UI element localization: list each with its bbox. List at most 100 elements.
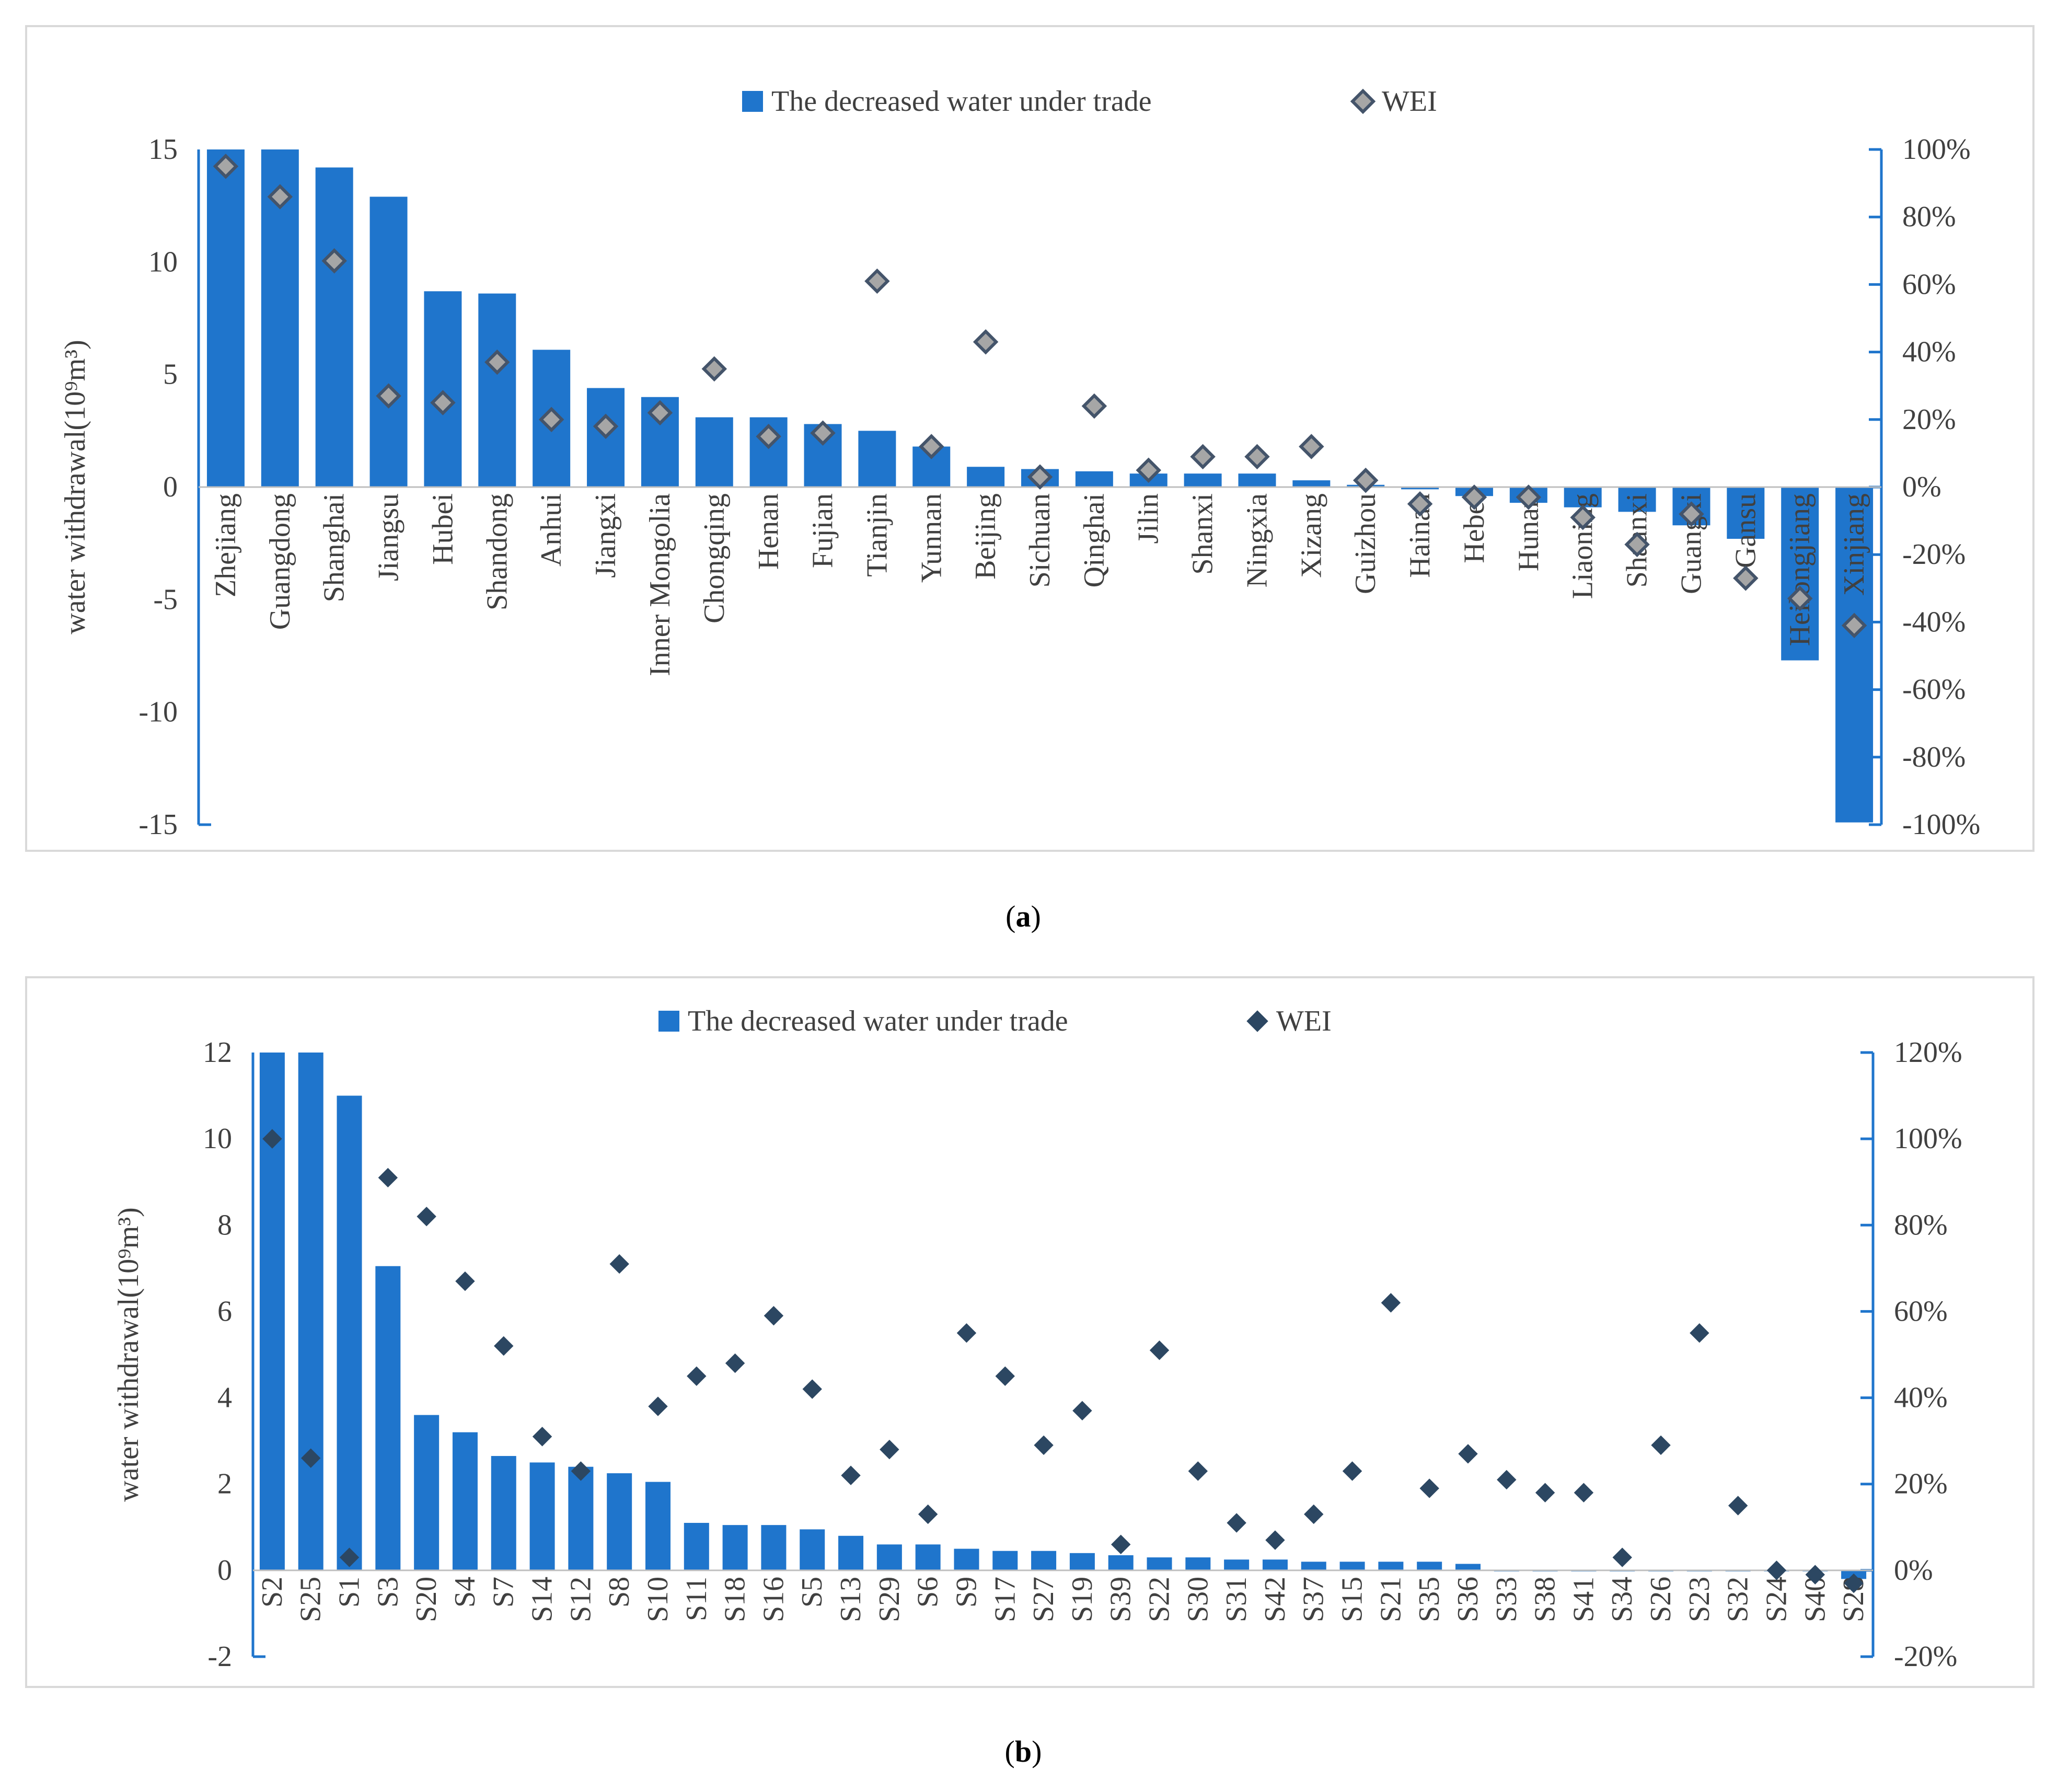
bar-s39 [1108, 1555, 1134, 1570]
bar-s3 [375, 1266, 401, 1570]
caption-a-letter: a [1015, 899, 1031, 933]
category-label: S29 [873, 1577, 906, 1622]
wei-marker-s33 [1497, 1470, 1517, 1490]
wei-marker-guangdong [267, 184, 293, 210]
category-label: Heilongjiang [1784, 493, 1816, 646]
y-tick-label: 10 [203, 1123, 232, 1155]
wei-marker-jiangsu [376, 383, 401, 409]
category-label: Shanxi [1187, 493, 1219, 575]
wei-marker-s5 [802, 1379, 822, 1399]
y2-tick-label: 40% [1894, 1382, 1948, 1414]
y2-tick-label: 0% [1902, 471, 1941, 503]
wei-marker-s40 [1805, 1565, 1825, 1585]
category-label: Xinjiang [1838, 493, 1870, 596]
wei-marker-hainan [1407, 491, 1433, 517]
wei-marker-inner-mongolia [647, 400, 673, 426]
bar-s42 [1262, 1559, 1288, 1570]
wei-marker-ningxia [1244, 444, 1270, 470]
wei-marker-s19 [1072, 1401, 1092, 1421]
bar-s5 [800, 1529, 825, 1570]
category-label: S6 [912, 1577, 944, 1608]
category-label: Shanghai [318, 493, 351, 602]
category-label: S13 [835, 1577, 867, 1622]
y-tick-label: 15 [148, 133, 178, 166]
bar-hubei [424, 291, 462, 487]
y2-tick-label: 20% [1902, 403, 1956, 436]
bar-s25 [298, 1053, 323, 1570]
wei-marker-shanxi [1190, 444, 1216, 470]
bar-s36 [1455, 1564, 1481, 1570]
bar-shandong [478, 293, 516, 487]
wei-marker-s25 [301, 1448, 321, 1468]
legend-wei-label: WEI [1382, 85, 1437, 118]
bar-s31 [1224, 1559, 1250, 1570]
wei-marker-s30 [1188, 1461, 1208, 1481]
wei-marker-zhejiang [213, 154, 239, 179]
wei-marker-s39 [1111, 1534, 1131, 1555]
y2-tick-label: 100% [1902, 133, 1971, 166]
bar-s22 [1147, 1557, 1172, 1570]
wei-marker-s31 [1227, 1513, 1246, 1533]
y-tick-label: 10 [148, 246, 178, 278]
wei-marker-qinghai [1081, 393, 1107, 419]
category-label: S10 [642, 1577, 674, 1622]
category-label: S19 [1066, 1577, 1099, 1622]
category-label: Hubei [426, 493, 459, 565]
wei-marker-guangxi [1679, 501, 1704, 527]
bar-s20 [414, 1415, 440, 1570]
wei-marker-chongqing [701, 356, 727, 382]
category-label: S25 [295, 1577, 327, 1622]
bar-jiangsu [369, 196, 408, 487]
wei-marker-s20 [417, 1207, 436, 1227]
y-tick-label: 12 [203, 1036, 232, 1069]
category-label: Sichuan [1024, 493, 1056, 587]
legend-bar-swatch [658, 1011, 679, 1032]
bar-qinghai [1075, 471, 1113, 487]
category-label: S14 [526, 1577, 559, 1622]
wei-marker-s15 [1342, 1461, 1362, 1481]
y-tick-label: 5 [163, 359, 178, 391]
wei-marker-s2 [262, 1129, 282, 1149]
wei-marker-liaoning [1570, 504, 1596, 530]
wei-marker-s17 [995, 1366, 1015, 1386]
bar-heilongjiang [1781, 487, 1819, 661]
y-tick-label: 6 [217, 1295, 232, 1327]
bar-tianjin [858, 431, 896, 487]
bar-s15 [1339, 1562, 1365, 1570]
bar-chongqing [695, 417, 733, 487]
y2-tick-label: 120% [1894, 1036, 1962, 1069]
bar-shanxi [1184, 473, 1222, 487]
category-label: S34 [1606, 1577, 1638, 1622]
bar-s7 [491, 1456, 516, 1570]
category-label: S3 [372, 1577, 404, 1608]
y2-tick-label: -60% [1902, 674, 1966, 706]
wei-marker-hubei [430, 390, 456, 415]
category-label: S27 [1027, 1577, 1060, 1622]
wei-marker-s10 [648, 1396, 668, 1416]
y-tick-label: 0 [217, 1554, 232, 1587]
legend: The decreased water under trade WEI [742, 85, 1437, 118]
category-label: S17 [989, 1577, 1021, 1622]
wei-marker-s36 [1458, 1444, 1478, 1464]
y-axis-title: water withdrawal(10⁹m³) [59, 340, 91, 634]
y-tick-label: -5 [153, 583, 178, 616]
wei-marker-s14 [532, 1427, 552, 1447]
category-label: S36 [1452, 1577, 1484, 1622]
y2-tick-label: 40% [1902, 336, 1956, 368]
category-label: S11 [680, 1577, 713, 1621]
category-label: S42 [1259, 1577, 1291, 1622]
bar-s1 [337, 1095, 362, 1570]
category-label: Xizang [1295, 493, 1327, 578]
category-label: S32 [1722, 1577, 1754, 1622]
wei-marker-s23 [1690, 1323, 1709, 1343]
wei-marker-s38 [1535, 1483, 1555, 1502]
bar-zhejiang [206, 149, 245, 487]
y2-tick-label: -80% [1902, 741, 1966, 773]
wei-marker-s26 [1651, 1435, 1671, 1455]
category-label: S12 [564, 1577, 597, 1622]
wei-marker-s29 [880, 1439, 899, 1460]
y-tick-label: -10 [138, 696, 178, 729]
y2-tick-label: -20% [1894, 1640, 1957, 1673]
wei-marker-s11 [687, 1366, 707, 1386]
category-label: S39 [1105, 1577, 1137, 1622]
